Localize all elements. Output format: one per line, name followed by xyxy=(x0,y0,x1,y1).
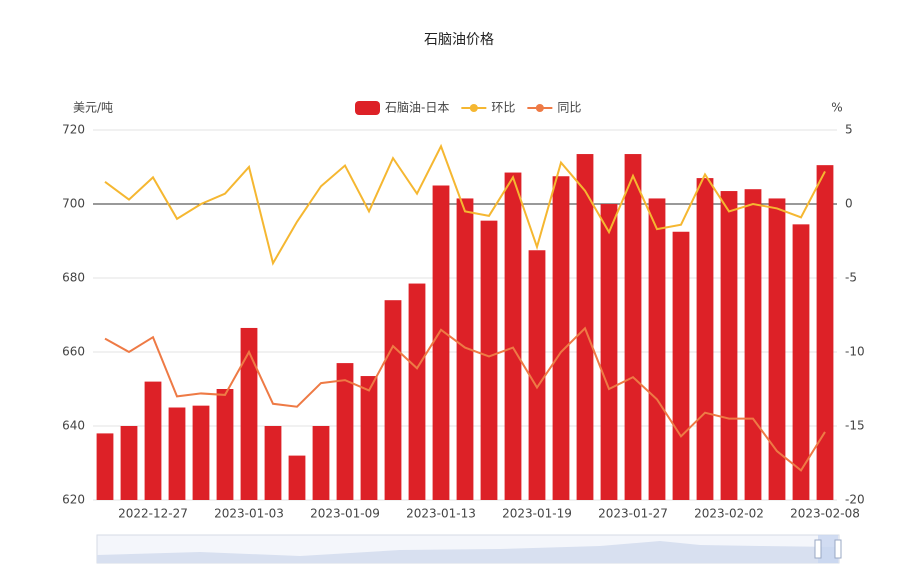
legend-swatch xyxy=(355,101,380,115)
y2-tick-label: -10 xyxy=(845,345,865,359)
bar xyxy=(360,376,378,500)
y2-tick-label: -20 xyxy=(845,493,865,507)
y2-tick-label: 0 xyxy=(845,197,853,211)
y2-tick-label: -5 xyxy=(845,271,857,285)
bar xyxy=(288,455,306,500)
y-axis-label: 美元/吨 xyxy=(73,101,113,115)
y2-tick-label: -15 xyxy=(845,419,865,433)
legend-label: 环比 xyxy=(491,101,515,115)
bar xyxy=(312,426,330,500)
bar xyxy=(456,198,474,500)
chart-title: 石脑油价格 xyxy=(424,32,494,48)
bar xyxy=(168,407,186,500)
data-zoom[interactable] xyxy=(96,534,842,564)
bar xyxy=(384,300,402,500)
bar xyxy=(672,231,690,500)
legend-swatch xyxy=(535,104,544,112)
zoom-handle[interactable] xyxy=(834,539,842,559)
y2-axis-label: % xyxy=(831,101,842,115)
legend-label: 同比 xyxy=(557,101,581,115)
x-tick-label: 2022-12-27 xyxy=(118,507,188,521)
line xyxy=(104,143,826,266)
legend-label: 石脑油-日本 xyxy=(385,101,449,115)
bar xyxy=(504,172,522,501)
line xyxy=(104,326,826,472)
zoom-shadow xyxy=(97,541,839,563)
bar xyxy=(216,389,234,500)
bar xyxy=(696,178,714,500)
bar xyxy=(96,433,114,500)
y-tick-label: 700 xyxy=(62,197,85,211)
bar xyxy=(336,363,354,500)
bar xyxy=(528,250,546,500)
bar xyxy=(264,426,282,500)
zoom-window[interactable] xyxy=(818,535,838,563)
bar xyxy=(720,191,738,501)
bar xyxy=(744,189,762,500)
x-tick-label: 2023-02-08 xyxy=(790,507,860,521)
bar xyxy=(408,283,426,500)
x-tick-label: 2023-01-13 xyxy=(406,507,476,521)
bar xyxy=(144,381,162,500)
bar xyxy=(480,220,498,500)
y-tick-label: 640 xyxy=(62,419,85,433)
bar xyxy=(600,204,618,500)
bar xyxy=(240,327,258,500)
x-tick-label: 2023-01-03 xyxy=(214,507,284,521)
x-tick-label: 2023-01-27 xyxy=(598,507,668,521)
y-tick-label: 720 xyxy=(62,123,85,137)
bar xyxy=(624,154,642,501)
legend-swatch xyxy=(469,104,478,112)
bar xyxy=(648,198,666,500)
y-tick-label: 620 xyxy=(62,493,85,507)
y2-tick-label: 5 xyxy=(845,123,853,137)
zoom-handle[interactable] xyxy=(814,539,822,559)
bar xyxy=(192,405,210,500)
bar xyxy=(768,198,786,500)
legend-item[interactable]: 石脑油-日本 xyxy=(355,101,449,116)
bar xyxy=(816,165,834,500)
y-tick-label: 660 xyxy=(62,345,85,359)
bar xyxy=(792,224,810,500)
x-tick-label: 2023-02-02 xyxy=(694,507,764,521)
x-tick-label: 2023-01-09 xyxy=(310,507,380,521)
bar xyxy=(552,176,570,500)
bar xyxy=(120,426,138,500)
y-tick-label: 680 xyxy=(62,271,85,285)
legend-item[interactable]: 环比 xyxy=(461,101,515,115)
x-tick-label: 2023-01-19 xyxy=(502,507,572,521)
legend-item[interactable]: 同比 xyxy=(527,101,581,115)
bar xyxy=(432,185,450,500)
